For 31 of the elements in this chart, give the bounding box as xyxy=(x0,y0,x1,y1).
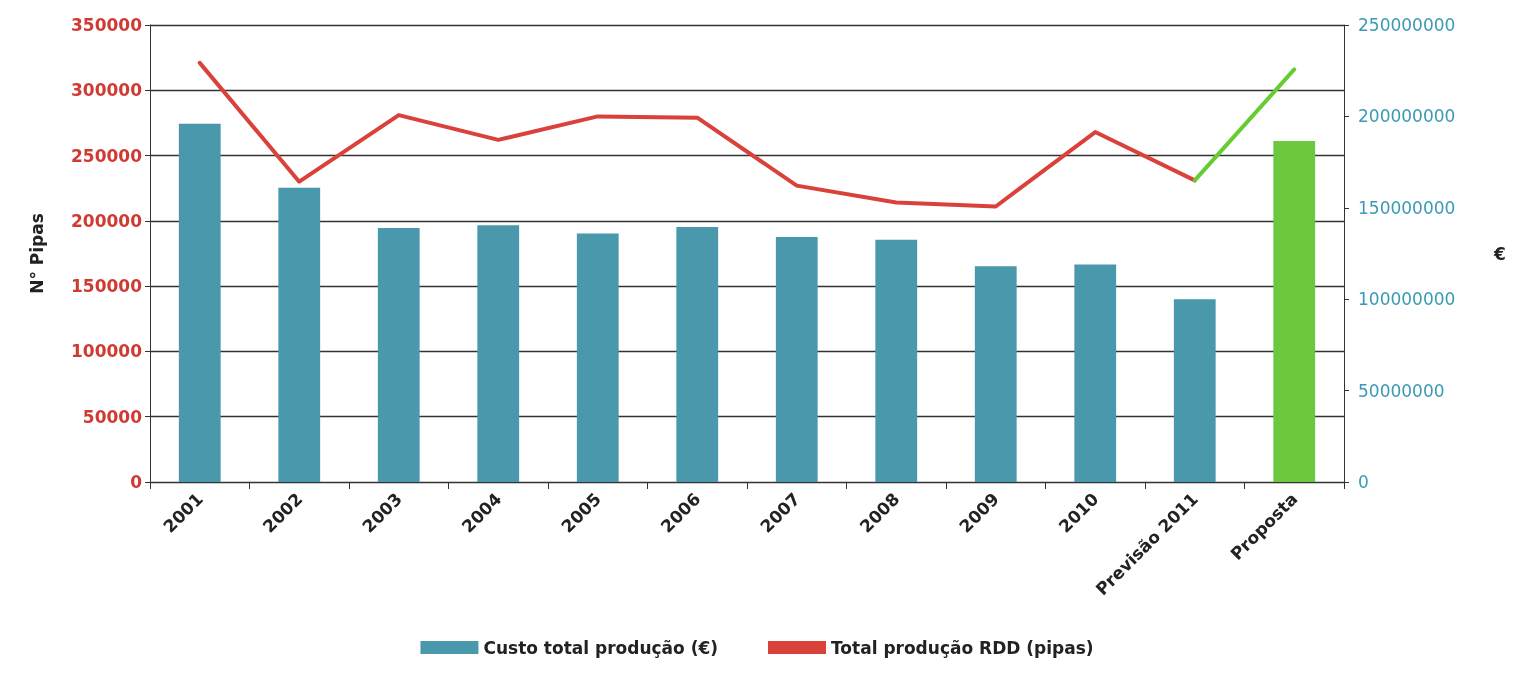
y-tick-label: 150000 xyxy=(71,276,143,297)
y2-tick-label: 200000000 xyxy=(1358,106,1456,127)
y2-tick-label: 0 xyxy=(1358,472,1369,492)
y2-tick-label: 150000000 xyxy=(1358,197,1456,218)
bar xyxy=(875,239,918,482)
bar xyxy=(477,225,520,482)
y-tick-label: 250000 xyxy=(71,145,143,166)
bar xyxy=(1273,141,1316,482)
bar xyxy=(377,227,420,482)
bar xyxy=(1074,264,1117,482)
y-tick-label: 200000 xyxy=(71,210,143,231)
bar xyxy=(775,237,818,482)
bar xyxy=(576,233,619,482)
legend-label: Custo total produção (€) xyxy=(483,637,719,658)
y2-tick-label: 100000000 xyxy=(1358,289,1456,310)
y-axis-title: N° Pipas xyxy=(26,213,47,294)
bar xyxy=(278,187,321,482)
y-tick-label: 300000 xyxy=(71,80,143,101)
bar xyxy=(676,226,719,482)
legend-label: Total produção RDD (pipas) xyxy=(831,637,1094,658)
y2-axis-title: € xyxy=(1493,243,1506,264)
y2-tick-label: 50000000 xyxy=(1358,380,1445,401)
bar xyxy=(178,123,221,482)
line-series xyxy=(197,60,1197,209)
y-tick-label: 100000 xyxy=(71,341,143,362)
y-tick-label: 0 xyxy=(130,472,143,492)
y-tick-label: 50000 xyxy=(82,406,143,427)
bar xyxy=(974,266,1017,482)
y-tick-label: 350000 xyxy=(71,15,143,35)
y2-tick-label: 250000000 xyxy=(1358,15,1456,35)
bar xyxy=(1173,299,1216,482)
